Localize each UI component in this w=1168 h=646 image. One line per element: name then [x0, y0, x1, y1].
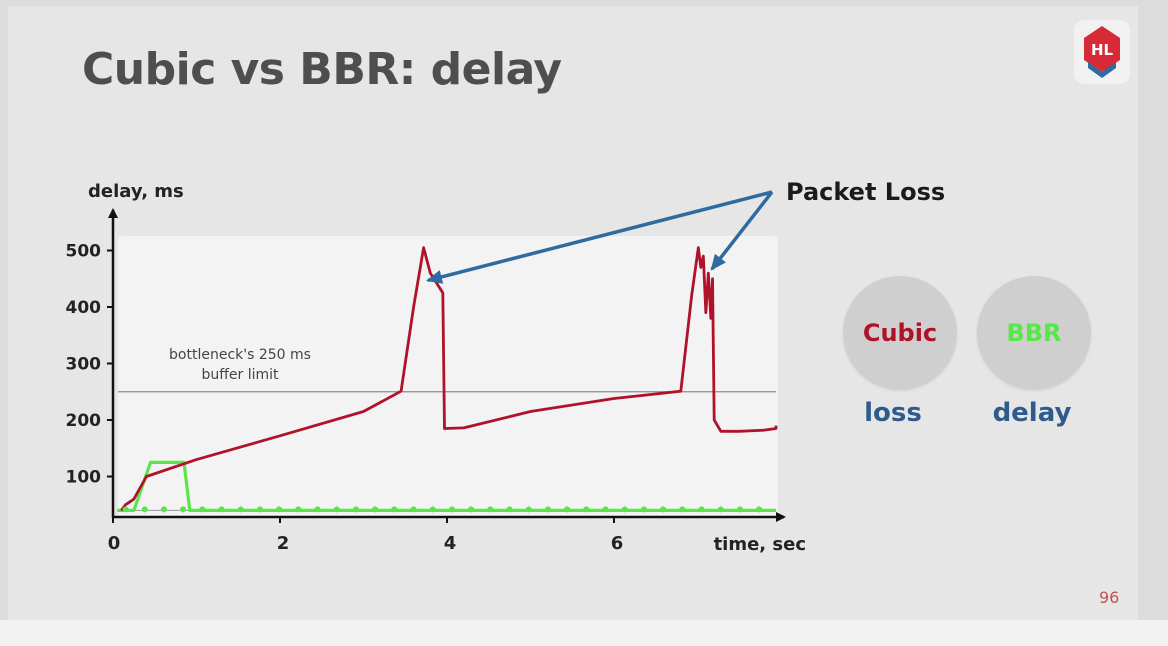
bbr-point — [276, 506, 283, 513]
bbr-point — [602, 506, 609, 513]
bottom-band — [0, 620, 1168, 646]
bbr-point — [736, 506, 743, 513]
reference-label-line1: bottleneck's 250 ms — [169, 347, 311, 363]
bbr-point — [583, 506, 590, 513]
y-tick-label: 300 — [66, 355, 102, 375]
bbr-point — [564, 506, 571, 513]
bbr-point — [717, 506, 724, 513]
bbr-point — [180, 506, 187, 513]
series-line-bbr — [117, 460, 776, 512]
annotation-label: Packet Loss — [786, 178, 945, 206]
page-number: 96 — [1099, 588, 1120, 607]
bbr-point — [256, 506, 263, 513]
cubic-legend-label: Cubic — [862, 319, 938, 347]
bbr-point — [698, 506, 705, 513]
bbr-point — [679, 506, 686, 513]
y-axis-label: delay, ms — [88, 181, 184, 202]
bbr-point — [160, 506, 167, 513]
bbr-legend-label: BBR — [1006, 319, 1062, 347]
x-tick-label: 6 — [611, 533, 624, 554]
bbr-point — [237, 506, 244, 513]
bbr-point — [448, 506, 455, 513]
bbr-point — [199, 506, 206, 513]
bbr-point — [468, 506, 475, 513]
bbr-point — [429, 506, 436, 513]
annotation-arrow — [710, 190, 774, 271]
plot-background — [118, 236, 778, 518]
logo: HL — [1074, 20, 1130, 84]
logo-icon: HL — [1084, 26, 1120, 78]
y-tick-label: 100 — [66, 468, 102, 488]
bbr-point — [756, 506, 763, 513]
y-tick-label: 500 — [66, 242, 102, 262]
bbr-point — [314, 506, 321, 513]
bbr-point — [218, 506, 225, 513]
x-axis-label: time, sec — [714, 534, 806, 555]
bbr-point — [640, 506, 647, 513]
logo-text: HL — [1091, 41, 1114, 59]
bbr-legend-circle: BBR — [977, 276, 1091, 390]
cubic-legend-circle: Cubic — [843, 276, 957, 390]
bbr-point — [544, 506, 551, 513]
y-tick-label: 200 — [66, 411, 102, 431]
series-line-cubic — [120, 246, 778, 512]
bbr-point — [122, 506, 129, 513]
annotation-arrow — [426, 190, 773, 284]
bbr-point — [621, 506, 628, 513]
bbr-point — [391, 506, 398, 513]
x-tick-label: 4 — [444, 533, 457, 554]
bbr-point — [660, 506, 667, 513]
cubic-caption: loss — [864, 398, 922, 428]
reference-label-line2: buffer limit — [201, 367, 279, 383]
bbr-point — [372, 506, 379, 513]
bbr-point — [525, 506, 532, 513]
x-tick-label: 2 — [277, 533, 290, 554]
bbr-point — [410, 506, 417, 513]
bbr-point — [352, 506, 359, 513]
slide-title: Cubic vs BBR: delay — [82, 44, 562, 95]
bbr-point — [506, 506, 513, 513]
x-tick-label: 0 — [108, 533, 121, 554]
bbr-point — [141, 506, 148, 513]
bbr-point — [295, 506, 302, 513]
y-tick-label: 400 — [66, 298, 102, 318]
bbr-point — [333, 506, 340, 513]
bbr-point — [487, 506, 494, 513]
bbr-caption: delay — [992, 398, 1072, 428]
